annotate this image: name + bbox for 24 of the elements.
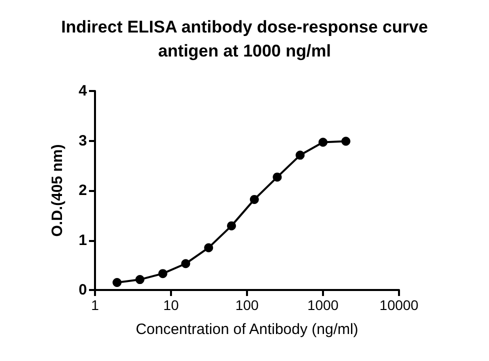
- point: [135, 275, 144, 284]
- x-axis-title: Concentration of Antibody (ng/ml): [136, 321, 358, 338]
- point: [341, 136, 350, 146]
- point: [272, 172, 282, 182]
- point: [250, 194, 259, 204]
- point: [318, 138, 328, 147]
- x-tick-label: 10: [163, 297, 179, 313]
- y-tick-label: 1: [78, 232, 87, 249]
- point: [112, 278, 122, 288]
- chart-title: Indirect ELISA antibody dose-response curve antigen at 1000 ng/ml: [61, 18, 428, 60]
- x-tick-label: 1: [91, 297, 100, 313]
- point: [204, 243, 214, 252]
- x-tick-label: 100: [235, 297, 259, 313]
- y-tick-label: 3: [78, 132, 87, 150]
- x-tick-label: 1000: [307, 297, 339, 313]
- x-tick-label: 10000: [380, 297, 419, 313]
- y-tick-label: 2: [78, 182, 87, 199]
- point: [226, 221, 236, 230]
- y-tick-label: 0: [78, 282, 87, 298]
- y-tick-label: 4: [78, 82, 88, 100]
- y-axis-title: O.D.(405 nm): [49, 144, 66, 237]
- point: [296, 150, 305, 160]
- point: [158, 269, 168, 278]
- point: [181, 259, 190, 268]
